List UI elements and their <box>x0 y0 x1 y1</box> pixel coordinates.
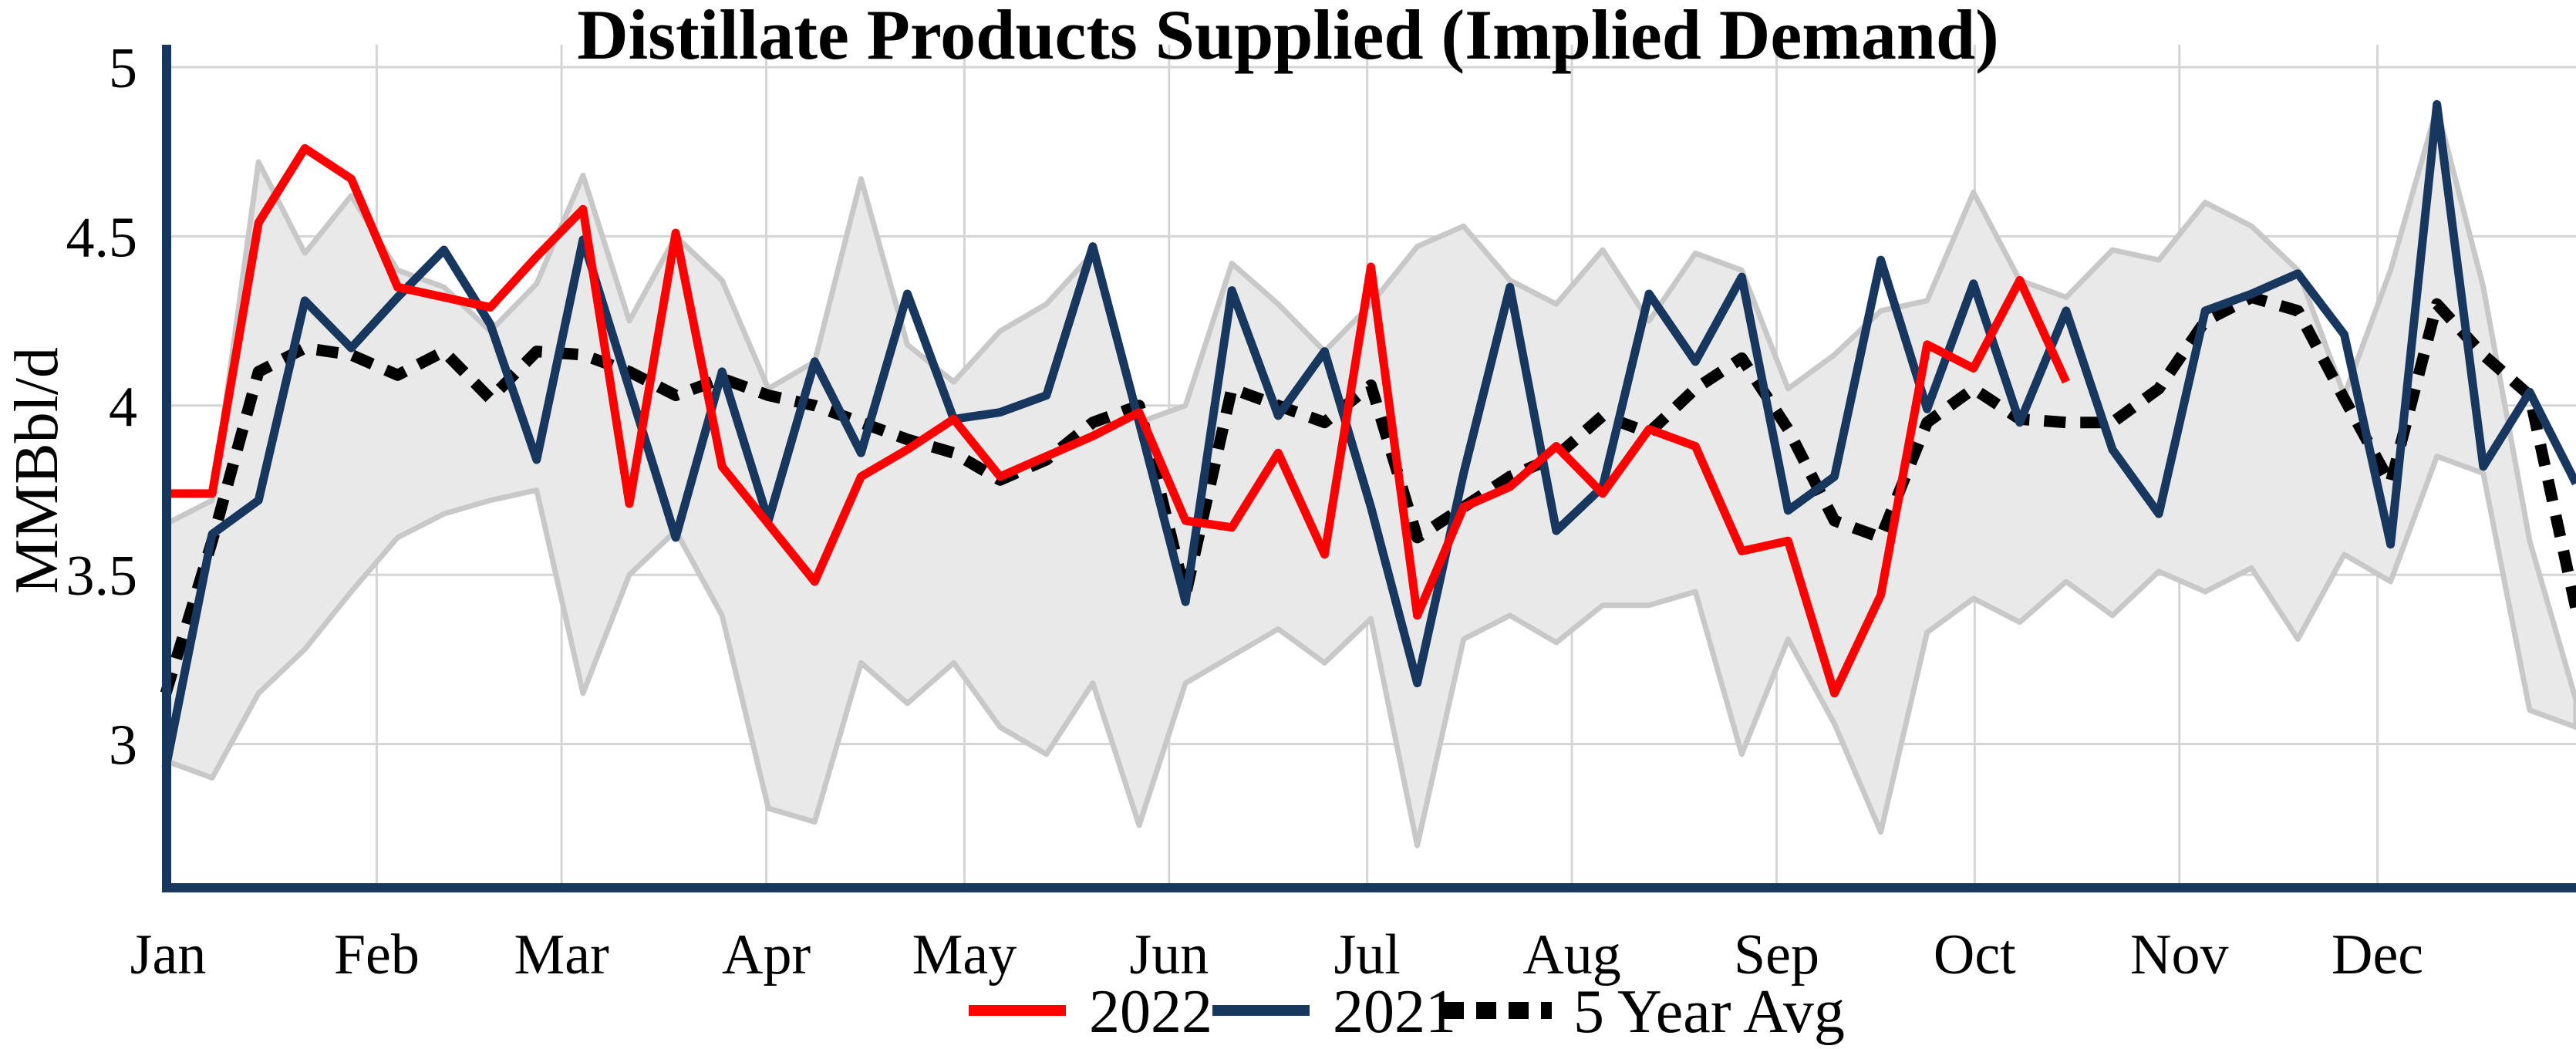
x-tick-label-mar: Mar <box>514 923 609 987</box>
chart-title: Distillate Products Supplied (Implied De… <box>577 0 1999 74</box>
y-tick-label: 5 <box>109 37 137 100</box>
five-year-range-area <box>163 105 2576 848</box>
x-tick-label-apr: Apr <box>722 923 811 987</box>
x-tick-label-nov: Nov <box>2130 923 2228 987</box>
x-tick-label-jun: Jun <box>1129 923 1209 987</box>
y-tick-label: 4 <box>109 376 137 439</box>
legend: 2022 2021 5 Year Avg <box>969 978 1845 1046</box>
axis-tick-labels: 5 4.5 4 3.5 3 Jan Feb Mar Apr May Jun Jul Aug Sep Oct N… <box>66 37 2424 987</box>
legend-label-5-year-avg: 5 Year Avg <box>1573 978 1845 1046</box>
y-tick-label: 3 <box>109 714 137 777</box>
data-series <box>160 100 2576 769</box>
x-tick-label-jul: Jul <box>1334 923 1400 987</box>
x-tick-label-feb: Feb <box>334 923 420 987</box>
five-year-range-band <box>163 105 2576 848</box>
series-line-5-year-avg <box>160 291 2576 695</box>
x-tick-label-may: May <box>912 923 1017 987</box>
y-tick-label: 3.5 <box>66 545 138 608</box>
y-axis-title: MMBbl/d <box>3 347 71 594</box>
x-tick-label-sep: Sep <box>1734 923 1819 987</box>
legend-label-2021: 2021 <box>1333 978 1456 1046</box>
x-tick-label-jan: Jan <box>130 923 207 987</box>
legend-label-2022: 2022 <box>1089 978 1212 1046</box>
series-line-2021 <box>161 100 2576 769</box>
axis-spines <box>162 45 2576 892</box>
x-tick-label-oct: Oct <box>1934 923 2016 987</box>
x-tick-label-dec: Dec <box>2332 923 2423 987</box>
x-tick-label-aug: Aug <box>1522 923 1620 987</box>
y-tick-label: 4.5 <box>66 206 138 269</box>
series-line-2022 <box>166 143 2070 698</box>
